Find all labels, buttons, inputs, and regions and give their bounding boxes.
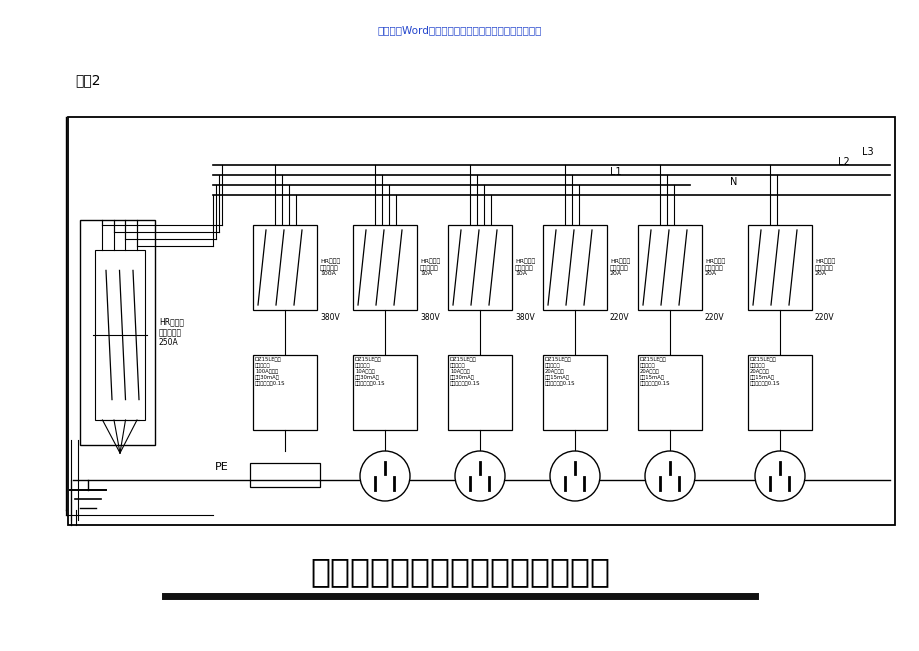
Bar: [253, 355, 317, 430]
Text: DZ15LE系列
漏电断路器
10A，动作
电流30mA，
动作电流时间0.1S: DZ15LE系列 漏电断路器 10A，动作 电流30mA， 动作电流时间0.1S: [449, 357, 480, 386]
Bar: [68, 117, 894, 525]
Circle shape: [455, 451, 505, 501]
Text: 传播优秀Word版文档，希望对您有帮助，可双击去除！: 传播优秀Word版文档，希望对您有帮助，可双击去除！: [378, 25, 541, 35]
Text: 220V: 220V: [704, 314, 724, 322]
Bar: [353, 355, 416, 430]
Text: L1: L1: [609, 167, 621, 177]
Text: HR系列隔
断隔离开关
100A: HR系列隔 断隔离开关 100A: [320, 258, 340, 277]
Bar: [747, 355, 811, 430]
Text: L3: L3: [861, 147, 873, 157]
Text: 220V: 220V: [609, 314, 629, 322]
Text: HR系列隔
断隔离开关
20A: HR系列隔 断隔离开关 20A: [814, 258, 834, 277]
Bar: [747, 225, 811, 310]
Bar: [637, 225, 701, 310]
Bar: [637, 355, 701, 430]
Bar: [448, 355, 512, 430]
Text: DZ15LE系列
漏电断路器
10A，动作
电流30mA，
动作电流时间0.1S: DZ15LE系列 漏电断路器 10A，动作 电流30mA， 动作电流时间0.1S: [355, 357, 385, 386]
Text: 380V: 380V: [420, 314, 439, 322]
Text: HR系列隔
断隔离开关
250A: HR系列隔 断隔离开关 250A: [159, 318, 184, 348]
Text: DZ15LE系列
漏电断路器
20A，动作
电流15mA，
动作电流时间0.1S: DZ15LE系列 漏电断路器 20A，动作 电流15mA， 动作电流时间0.1S: [749, 357, 779, 386]
Bar: [448, 225, 512, 310]
Circle shape: [644, 451, 694, 501]
Bar: [250, 463, 320, 487]
Text: DZ15LE系列
漏电断路器
20A，动作
电流15mA，
动作电流时间0.1S: DZ15LE系列 漏电断路器 20A，动作 电流15mA， 动作电流时间0.1S: [544, 357, 575, 386]
Text: DZ15LE系列
漏电断路器
100A，动作
电流30mA，
动作电流时间0.1S: DZ15LE系列 漏电断路器 100A，动作 电流30mA， 动作电流时间0.1…: [255, 357, 285, 386]
Text: HR系列隔
断隔离开关
20A: HR系列隔 断隔离开关 20A: [704, 258, 724, 277]
Text: HR系列隔
断隔离开关
20A: HR系列隔 断隔离开关 20A: [609, 258, 630, 277]
Text: 二级配电箱电气设施及线路布置图: 二级配电箱电气设施及线路布置图: [310, 555, 609, 589]
Text: L2: L2: [837, 157, 849, 167]
Text: 380V: 380V: [515, 314, 534, 322]
Text: 380V: 380V: [320, 314, 339, 322]
Circle shape: [754, 451, 804, 501]
Text: HR系列隔
断隔离开关
10A: HR系列隔 断隔离开关 10A: [515, 258, 535, 277]
Bar: [95, 250, 145, 420]
Bar: [542, 355, 607, 430]
Bar: [253, 225, 317, 310]
Bar: [353, 225, 416, 310]
Text: N: N: [729, 177, 736, 187]
Circle shape: [359, 451, 410, 501]
Text: 附图2: 附图2: [75, 73, 100, 87]
Text: DZ15LE系列
漏电断路器
20A，动作
电流15mA，
动作电流时间0.1S: DZ15LE系列 漏电断路器 20A，动作 电流15mA， 动作电流时间0.1S: [640, 357, 670, 386]
Text: PE: PE: [215, 462, 229, 472]
Circle shape: [550, 451, 599, 501]
Bar: [80, 220, 154, 445]
Text: 220V: 220V: [814, 314, 834, 322]
Text: HR系列隔
断隔离开关
10A: HR系列隔 断隔离开关 10A: [420, 258, 440, 277]
Bar: [542, 225, 607, 310]
